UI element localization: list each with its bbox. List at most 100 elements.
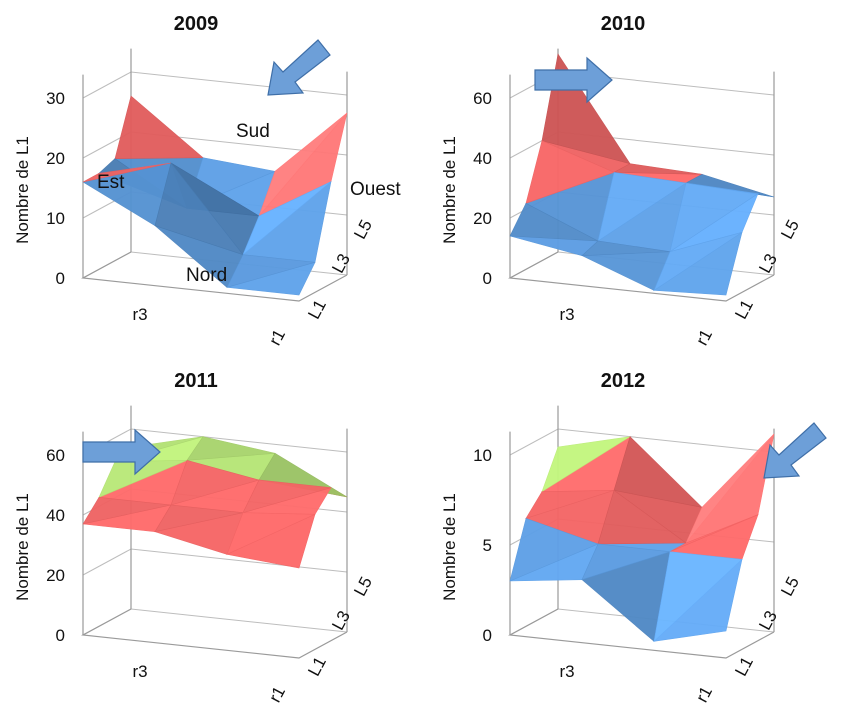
z-tick-label: 60 bbox=[473, 89, 492, 108]
z-tick-label: 10 bbox=[473, 446, 492, 465]
z-tick-label: 0 bbox=[56, 269, 65, 288]
floor-edge bbox=[508, 251, 775, 302]
z-tick-label: 20 bbox=[46, 566, 65, 585]
annotation-nord: Nord bbox=[186, 265, 227, 286]
arrow-shape bbox=[534, 56, 613, 104]
arrow-icon bbox=[267, 39, 331, 96]
x-tick-label-r3: r3 bbox=[559, 662, 574, 681]
z-tick-label: 0 bbox=[483, 269, 492, 288]
arrow-shape bbox=[267, 39, 331, 96]
y-tick-label: L5 bbox=[777, 217, 803, 243]
x-tick-label-r1: r1 bbox=[265, 326, 289, 348]
y-tick-label: L3 bbox=[755, 608, 781, 634]
plot-area bbox=[81, 405, 348, 659]
z-tick-label: 30 bbox=[46, 89, 65, 108]
surface-facet bbox=[186, 436, 276, 461]
surface-facet bbox=[82, 162, 172, 183]
arrow-shape bbox=[763, 422, 827, 479]
z-tick-label: 40 bbox=[473, 149, 492, 168]
z-tick-label: 60 bbox=[46, 446, 65, 465]
surface-chart-2012: 0 5 10 2012 Nombre de L1 r3 r1 L1 L3 L5 bbox=[440, 370, 827, 706]
surface-facet bbox=[509, 517, 599, 582]
chart-title: 2009 bbox=[174, 13, 219, 35]
surface-facet bbox=[685, 433, 775, 544]
gridline bbox=[82, 71, 348, 99]
surface-facet bbox=[154, 162, 244, 256]
y-tick-label: L1 bbox=[304, 297, 330, 323]
gridline bbox=[82, 548, 348, 576]
surface-facet bbox=[653, 551, 743, 643]
surface-facet bbox=[226, 512, 316, 555]
plot-area bbox=[508, 405, 775, 659]
chart-panel-2011: 0 20 40 60 2011 Nombre de L1 r3 r1 L1 L3 L5 bbox=[0, 357, 427, 713]
z-tick-label: 20 bbox=[473, 209, 492, 228]
z-tick-label: 0 bbox=[483, 626, 492, 645]
surface-facet bbox=[581, 543, 671, 581]
chart-panel-2012: 0 5 10 2012 Nombre de L1 r3 r1 L1 L3 L5 bbox=[427, 357, 854, 713]
surface-chart-2009: 0 10 20 30 2009 Nombre de L1 r3 r1 L1 L3 L5 Sud Est O… bbox=[13, 13, 401, 349]
surface-facet bbox=[581, 240, 671, 257]
surface-facet bbox=[653, 232, 743, 292]
annotation-sud: Sud bbox=[236, 121, 270, 142]
surface-facet bbox=[669, 514, 759, 552]
surface-facet bbox=[98, 460, 188, 498]
surface-facet bbox=[154, 504, 244, 533]
surface-facet bbox=[114, 95, 204, 159]
surface-facet bbox=[613, 436, 703, 508]
surface-facet bbox=[525, 140, 615, 204]
chart-title: 2010 bbox=[601, 13, 646, 35]
z-tick-label: 20 bbox=[46, 149, 65, 168]
annotation-est: Est bbox=[97, 172, 125, 193]
y-tick-label: L1 bbox=[304, 654, 330, 680]
z-axis-label: Nombre de L1 bbox=[440, 136, 459, 244]
floor-edge bbox=[81, 608, 348, 659]
surface-chart-2011: 0 20 40 60 2011 Nombre de L1 r3 r1 L1 L3 L5 bbox=[13, 370, 376, 706]
arrow-icon bbox=[534, 56, 613, 104]
x-tick-label-r1: r1 bbox=[265, 683, 289, 705]
surface-facet bbox=[597, 489, 687, 545]
y-tick-label: L5 bbox=[350, 217, 376, 243]
plot-area bbox=[81, 48, 348, 302]
y-tick-label: L1 bbox=[731, 297, 757, 323]
y-tick-label: L3 bbox=[755, 251, 781, 277]
surface-facet bbox=[597, 171, 687, 242]
z-axis-label: Nombre de L1 bbox=[440, 493, 459, 601]
z-tick-label: 5 bbox=[483, 536, 492, 555]
floor-edge bbox=[508, 608, 775, 659]
z-tick-label: 0 bbox=[56, 626, 65, 645]
surface-facet bbox=[669, 182, 759, 253]
chart-title: 2011 bbox=[174, 370, 217, 392]
y-tick-label: L3 bbox=[328, 608, 354, 634]
chart-title: 2012 bbox=[601, 370, 646, 392]
surface-facet bbox=[509, 202, 599, 242]
x-tick-label-r3: r3 bbox=[132, 305, 147, 324]
chart-panel-2009: 0 10 20 30 2009 Nombre de L1 r3 r1 L1 L3 L5 Sud Est O… bbox=[0, 0, 427, 356]
surface-facet bbox=[541, 436, 631, 493]
x-tick-label-r3: r3 bbox=[132, 662, 147, 681]
arrow-icon bbox=[82, 428, 161, 476]
chart-panel-2010: 0 20 40 60 2010 Nombre de L1 r3 r1 L1 L3 L5 bbox=[427, 0, 854, 356]
surface-facet bbox=[226, 254, 316, 288]
surface-facet bbox=[242, 181, 332, 255]
surface-chart-2010: 0 20 40 60 2010 Nombre de L1 r3 r1 L1 L3 L5 bbox=[440, 13, 803, 349]
surface-facet bbox=[525, 490, 615, 519]
y-tick-label: L5 bbox=[350, 574, 376, 600]
floor-edge bbox=[81, 251, 348, 302]
y-tick-label: L3 bbox=[328, 251, 354, 277]
surface-facet bbox=[170, 459, 261, 506]
z-tick-label: 10 bbox=[46, 209, 65, 228]
annotation-ouest: Ouest bbox=[350, 179, 401, 200]
z-axis-label: Nombre de L1 bbox=[13, 136, 32, 244]
arrow-shape bbox=[82, 428, 161, 476]
x-tick-label-r3: r3 bbox=[559, 305, 574, 324]
y-tick-label: L1 bbox=[731, 654, 757, 680]
z-tick-label: 40 bbox=[46, 506, 65, 525]
arrow-icon bbox=[763, 422, 827, 479]
surface-facet bbox=[258, 112, 348, 217]
surface-facet bbox=[82, 497, 172, 525]
surface-facet bbox=[242, 479, 332, 514]
surface-facet bbox=[612, 163, 703, 175]
x-tick-label-r1: r1 bbox=[692, 326, 716, 348]
y-tick-label: L5 bbox=[777, 574, 803, 600]
x-tick-label-r1: r1 bbox=[692, 683, 716, 705]
